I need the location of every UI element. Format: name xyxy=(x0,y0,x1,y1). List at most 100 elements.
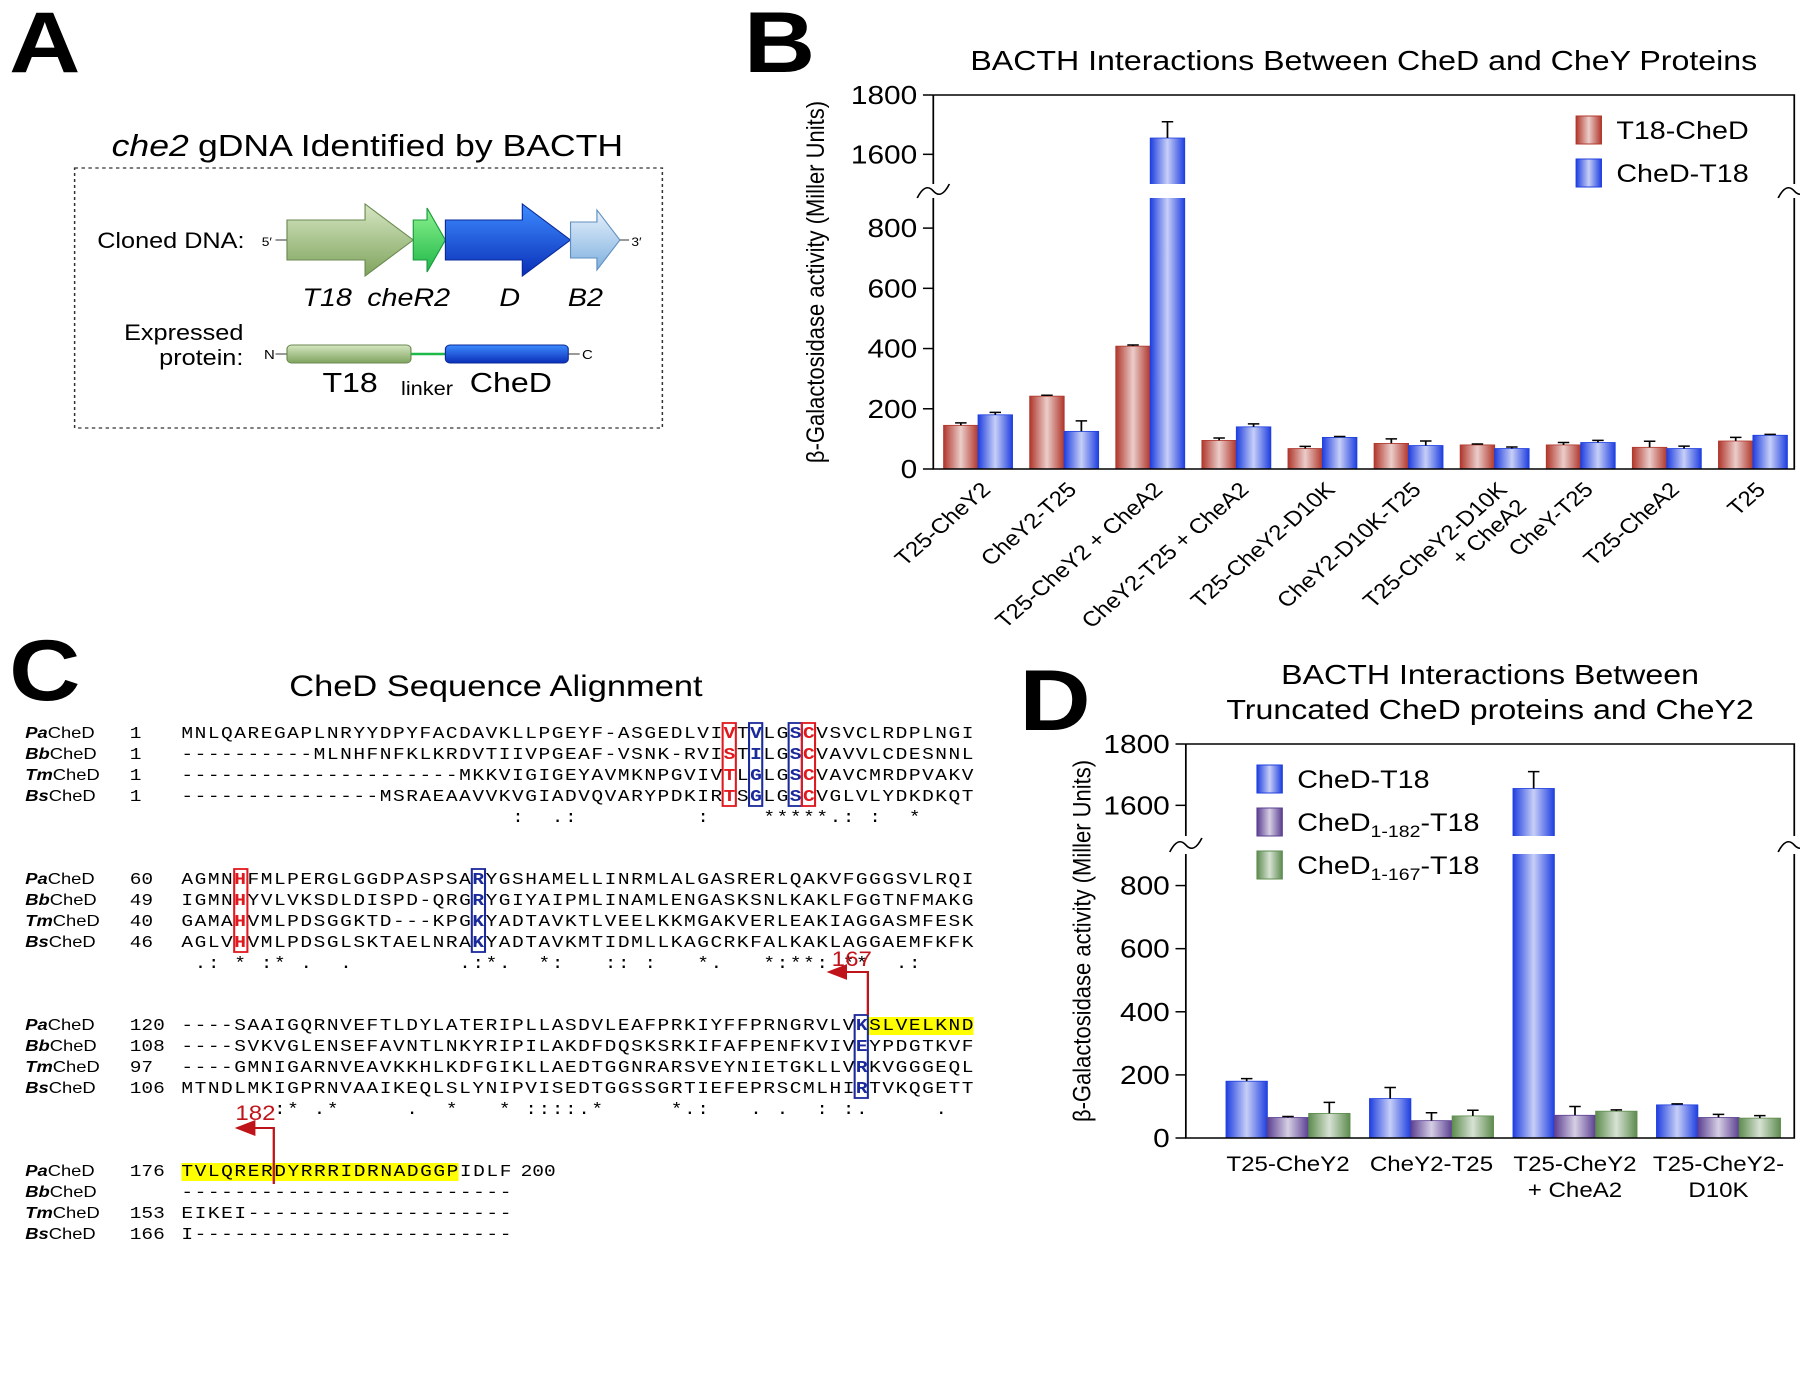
error-bar xyxy=(1712,1113,1725,1118)
bar xyxy=(1752,434,1788,470)
bar xyxy=(1201,439,1237,470)
residues: AGLV xyxy=(181,934,232,953)
bar xyxy=(1115,345,1151,470)
error-bar xyxy=(1467,1109,1479,1116)
gene-arrow xyxy=(412,207,447,273)
x-tick-label: T25-CheY2 + CheA2 xyxy=(1513,1152,1636,1201)
panel-label: B xyxy=(744,0,815,91)
sequence-name: BbCheD xyxy=(25,1182,96,1201)
residues: KVGGGEQL xyxy=(869,1059,973,1078)
consensus: :* .* . * * ::::.* *.: . . : :. . xyxy=(181,1101,947,1120)
residues: VGLVLYDKDKQT xyxy=(816,788,973,807)
legend-swatch xyxy=(1256,850,1283,880)
conserved-residue: S xyxy=(790,725,802,744)
sequence-name: PaCheD xyxy=(25,1161,94,1180)
axis-frame xyxy=(1184,743,1796,1139)
error-bar xyxy=(1240,1077,1253,1082)
conserved-residue: C xyxy=(803,767,815,786)
y-tick-label: 0 xyxy=(1153,1124,1170,1153)
chart-title: BACTH Interactions Between Truncated CheD… xyxy=(1226,660,1753,726)
error-bar xyxy=(1323,1101,1336,1114)
bar xyxy=(1408,445,1444,470)
text-line: BACTH Interactions Between xyxy=(1281,660,1699,691)
bar xyxy=(1451,1115,1494,1139)
bar xyxy=(1494,448,1530,470)
text-line: T25-CheY2- xyxy=(1653,1152,1784,1175)
species: Bs xyxy=(25,1078,48,1097)
bar xyxy=(1225,1080,1268,1139)
x-tick-label: T25-CheY2-D10K xyxy=(1186,478,1340,612)
residues: VMLPDSGGKTD---KPG xyxy=(248,913,471,932)
start-number: 153 xyxy=(130,1205,165,1224)
protein: CheD xyxy=(48,1161,95,1180)
domain xyxy=(286,344,412,364)
gene-label: T18 xyxy=(302,284,351,312)
protein: CheD xyxy=(53,911,100,930)
species: Bb xyxy=(25,1036,50,1055)
bar xyxy=(1235,426,1272,470)
bar xyxy=(1266,1117,1310,1139)
gene-label: cheR2 xyxy=(367,284,450,312)
protein: CheD xyxy=(48,723,95,742)
sequence: ---------------------MKKVIGIGEYAVMKNPGVI… xyxy=(181,767,973,786)
sequence-name: BbCheD xyxy=(25,744,96,763)
species: Bs xyxy=(25,932,48,951)
sequence-name: BbCheD xyxy=(25,890,96,909)
x-tick-label: T25-CheY2-D10K xyxy=(1653,1152,1784,1201)
charts: BACTH Interactions Between CheD and CheY… xyxy=(803,46,1800,1202)
text-line: + CheA2 xyxy=(1528,1178,1622,1201)
y-axis-label: β-Galactosidase activity (Miller Units) xyxy=(803,101,831,463)
y-tick-label: 1600 xyxy=(851,140,917,169)
error-bar xyxy=(1569,1105,1581,1116)
bar xyxy=(1373,443,1410,470)
error-bar xyxy=(1282,1115,1294,1118)
diagram-title: che2 gDNA Identified by BACTH xyxy=(112,129,623,163)
axis-break-mark xyxy=(916,183,951,199)
residues: MTNDLMKIGPRNVAAIKEQLSLYNIPVISEDTGGSSGRTI… xyxy=(181,1080,854,1099)
gene-label: D xyxy=(499,284,520,312)
truncation-label: 182 xyxy=(235,1101,275,1124)
residues: GAMA xyxy=(181,913,232,932)
residues: FMLPERGLGGDPASPSA xyxy=(248,871,471,890)
error-bar xyxy=(1161,120,1174,139)
error-bar xyxy=(1592,439,1604,443)
species: Tm xyxy=(25,911,53,930)
y-tick-label: 200 xyxy=(867,395,917,424)
protein: CheD xyxy=(53,1203,100,1222)
conserved-residue: R xyxy=(472,871,484,890)
residues: LG xyxy=(763,788,788,807)
protein: CheD xyxy=(50,890,97,909)
bar xyxy=(1697,1117,1740,1139)
cloned-label: Cloned DNA: xyxy=(97,229,244,253)
residue-box xyxy=(748,722,764,807)
residues: AGMN xyxy=(181,871,232,890)
residues: LG xyxy=(763,767,788,786)
linker-label: linker xyxy=(401,378,453,399)
residues: ---------------------MKKVIGIGEYAVMKNPGVI… xyxy=(181,767,722,786)
residues: ----GMNIGARNVEAVKKHLKDFGIKLLAEDTGGNRARSV… xyxy=(181,1059,854,1078)
error-bar xyxy=(1299,445,1311,449)
species: Bb xyxy=(25,744,50,763)
error-bar xyxy=(1678,445,1690,449)
residues: ---------------MSRAEAAVVKVGIADVQVARYPDKI… xyxy=(181,788,722,807)
conserved-residue: G xyxy=(750,788,762,807)
conserved-residue: V xyxy=(724,725,736,744)
residue-box xyxy=(233,868,249,953)
conserved-residue: S xyxy=(790,788,802,807)
species: Bs xyxy=(25,1224,48,1243)
axis-frame xyxy=(932,94,1796,470)
conserved-residue: S xyxy=(790,746,802,765)
conserved-residue: T xyxy=(724,767,736,786)
start-number: 166 xyxy=(130,1226,165,1245)
y-tick-label: 1800 xyxy=(851,81,917,110)
error-bar xyxy=(1764,433,1776,436)
c-terminus: C xyxy=(582,347,593,362)
gene-arrow xyxy=(569,208,621,272)
y-tick-label: 600 xyxy=(867,274,917,303)
residues: SLVELKND xyxy=(869,1017,973,1036)
legend-text: CheD xyxy=(1297,809,1370,837)
five-prime: 5′ xyxy=(262,235,273,249)
residues: VAVVLCDESNNL xyxy=(816,746,973,765)
sequence-name: TmCheD xyxy=(25,765,99,784)
bar xyxy=(1369,1098,1412,1139)
